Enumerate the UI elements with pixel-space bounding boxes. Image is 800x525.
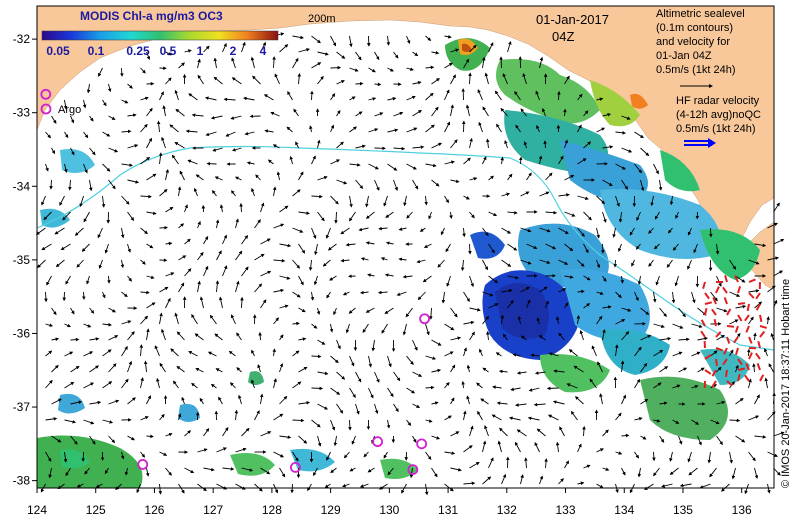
x-tick-label: 124 [27,503,47,517]
x-tick-label: 136 [732,503,752,517]
x-axis: 124 125 126 127 128 129 130 131 132 133 134 135 136 [27,488,752,517]
y-tick-label: -34 [13,179,31,193]
hf-radar-arrow [716,359,717,366]
altimetry-line-1: (0.1m contours) [656,22,733,34]
hf-radar-arrow [748,304,749,311]
y-tick-label: -37 [13,400,31,414]
x-tick-label: 125 [86,503,106,517]
velocity-arrow [356,84,363,85]
velocity-arrow [122,68,123,76]
velocity-arrow [654,452,655,460]
hf-radar-arrow [738,303,745,304]
credit: © IMOS 20-Jan-2017 18:37:11 Hobart time [780,279,792,488]
altimetry-line-3: 01-Jan 04Z [656,50,712,62]
velocity-arrow [603,244,604,253]
velocity-arrow [147,436,154,437]
velocity-arrow [615,260,616,267]
hf-radar-arrow [726,370,727,377]
velocity-arrow [545,141,546,148]
x-tick-label: 133 [556,503,576,517]
x-tick-label: 130 [379,503,399,517]
velocity-arrow [46,292,47,301]
velocity-arrow [470,244,471,254]
velocity-arrow [559,92,560,100]
colorbar-gradient [42,31,278,40]
velocity-arrow [109,276,110,283]
colorbar-tick-label: 1 [197,44,204,58]
colorbar-tick-label: 0.5 [160,44,177,58]
hf-line-2: 0.5m/s (1kt 24h) [676,123,755,135]
y-tick-label: -32 [13,32,31,46]
velocity-arrow [774,271,783,276]
y-axis: -32 -33 -34 -35 -36 -37 -38 [13,32,37,488]
x-tick-label: 131 [438,503,458,517]
x-tick-label: 129 [321,503,341,517]
colorbar-title: MODIS Chl-a mg/m3 OC3 [80,9,223,23]
velocity-arrow [521,157,522,164]
x-tick-label: 127 [203,503,223,517]
x-tick-label: 134 [614,503,634,517]
velocity-arrow [312,388,323,389]
velocity-arrow [711,228,712,237]
y-tick-label: -33 [13,106,31,120]
hf-radar-arrow [715,319,716,326]
velocity-arrow [84,292,85,299]
argo-legend-label: Argo [58,104,81,116]
velocity-arrow [350,420,351,430]
x-tick-label: 135 [673,503,693,517]
hf-radar-arrow [727,326,734,327]
colorbar-tick-label: 2 [230,44,237,58]
velocity-arrow [312,356,321,357]
velocity-arrow [336,212,337,223]
colorbar-tick-label: 0.25 [126,44,150,58]
y-tick-label: -36 [13,326,31,340]
velocity-arrow [51,180,52,189]
date-label: 01-Jan-2017 [536,12,609,27]
hf-line-1: (4-12h avg)noQC [676,109,761,121]
isobath-label: 200m [308,13,336,25]
x-tick-label: 132 [497,503,517,517]
velocity-arrow [242,298,243,308]
velocity-arrow [375,84,381,85]
velocity-arrow [241,204,242,212]
altimetry-line-4: 0.5m/s (1kt 24h) [656,64,735,76]
velocity-arrow [293,420,304,421]
velocity-arrow [260,333,261,340]
time-label: 04Z [552,29,574,44]
velocity-arrow [548,388,559,389]
velocity-arrow [71,339,79,340]
colorbar-tick-label: 0.05 [46,44,70,58]
velocity-arrow [730,420,740,421]
hf-line-0: HF radar velocity [676,95,760,107]
velocity-arrow [774,240,784,245]
velocity-arrow [501,57,502,68]
y-tick-label: -38 [13,474,31,488]
velocity-arrow [312,92,313,101]
colorbar-tick-label: 4 [260,44,267,58]
x-tick-label: 126 [144,503,164,517]
altimetry-line-2: and velocity for [656,36,730,48]
x-tick-label: 128 [262,503,282,517]
altimetry-line-0: Altimetric sealevel [656,8,745,20]
hf-radar-arrow [760,315,761,322]
colorbar-tick-label: 0.1 [88,44,105,58]
y-tick-label: -35 [13,253,31,267]
